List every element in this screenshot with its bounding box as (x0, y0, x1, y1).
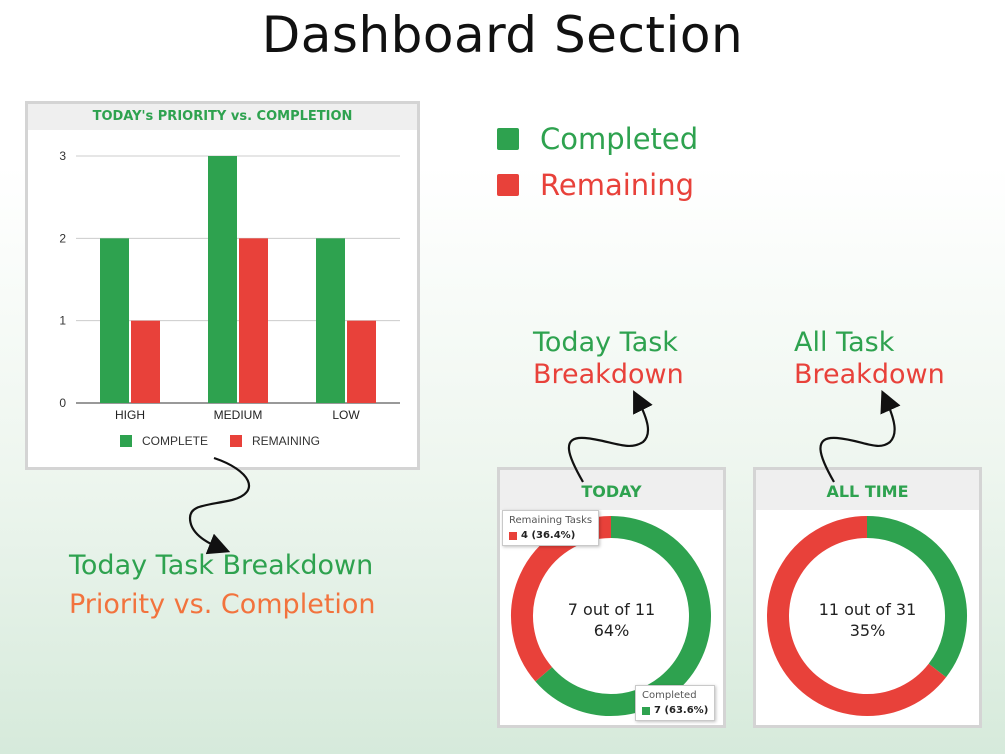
donut-slice-0[interactable] (535, 516, 711, 716)
bar-chart-title: TODAY's PRIORITY vs. COMPLETION (28, 104, 417, 130)
x-tick-label: LOW (332, 408, 360, 422)
completed-tooltip-swatch (642, 706, 650, 715)
remaining-tasks-tooltip: Remaining Tasks 4 (36.4%) (502, 510, 600, 546)
bar-complete-low[interactable] (316, 238, 345, 403)
today-caption-line1: Today Task (533, 327, 678, 358)
x-tick-label: HIGH (115, 408, 145, 422)
bar-remaining-medium[interactable] (239, 238, 268, 403)
legend-remaining-label: Remaining (540, 168, 694, 202)
all-caption-line2: Breakdown (794, 359, 945, 390)
all-center-line2: 35% (849, 621, 886, 640)
priority-completion-chart-panel: TODAY's PRIORITY vs. COMPLETION 0 1 2 3 HIGH… (25, 101, 420, 470)
y-tick-label: 3 (59, 149, 66, 163)
donut-slice-0[interactable] (866, 516, 967, 678)
today-task-breakdown-caption: Today Task Breakdown (533, 327, 684, 391)
today-center-line1: 7 out of 11 (567, 600, 656, 619)
completed-tooltip-value: 7 (63.6%) (654, 705, 709, 716)
remaining-tooltip-swatch (509, 531, 517, 540)
all-center-line1: 11 out of 31 (818, 600, 917, 619)
x-tick-label: MEDIUM (214, 408, 263, 422)
all-caption-line1: All Task (794, 327, 895, 358)
remaining-tooltip-value: 4 (36.4%) (521, 530, 576, 541)
legend-remaining: Remaining (497, 168, 694, 202)
completed-tooltip-title: Completed (642, 690, 697, 701)
bar-legend-label: COMPLETE (142, 434, 208, 448)
bar-legend-swatch (120, 435, 132, 447)
today-donut-panel: TODAY 7 out of 11 64% Remaining Tasks 4 … (497, 467, 726, 728)
bar-remaining-high[interactable] (131, 320, 160, 403)
donut-slice-1[interactable] (767, 516, 947, 716)
today-donut-center-text: 7 out of 11 64% (500, 599, 723, 641)
bar-remaining-low[interactable] (347, 320, 376, 403)
legend-completed-swatch (497, 128, 519, 150)
bar-legend-swatch (230, 435, 242, 447)
bar-legend-label: REMAINING (252, 434, 320, 448)
bar-complete-medium[interactable] (208, 156, 237, 403)
legend-completed: Completed (497, 122, 698, 156)
bar-caption-line2: Priority vs. Completion (69, 589, 376, 620)
all-donut-center-text: 11 out of 31 35% (756, 599, 979, 641)
all-task-breakdown-caption: All Task Breakdown (794, 327, 945, 391)
y-tick-label: 1 (59, 314, 66, 328)
y-tick-label: 2 (59, 231, 66, 245)
all-time-donut-panel: ALL TIME 11 out of 31 35% (753, 467, 982, 728)
today-center-line2: 64% (593, 621, 630, 640)
y-tick-label: 0 (59, 396, 66, 410)
bar-chart-svg: 0 1 2 3 HIGH MEDIUM LOW COMPLETE REMAINING (59, 149, 400, 448)
today-caption-line2: Breakdown (533, 359, 684, 390)
all-time-donut-svg (767, 516, 967, 716)
bar-complete-high[interactable] (100, 238, 129, 403)
bar-chart-caption: Today Task Breakdown Priority vs. Comple… (69, 546, 376, 624)
legend-completed-label: Completed (540, 122, 699, 156)
arrow-to-bar-caption (188, 456, 251, 555)
page-title: Dashboard Section (261, 6, 744, 64)
remaining-tooltip-title: Remaining Tasks (509, 515, 593, 526)
legend-remaining-swatch (497, 174, 519, 196)
completed-tooltip: Completed 7 (63.6%) (635, 685, 716, 721)
bar-caption-line1: Today Task Breakdown (69, 550, 374, 581)
